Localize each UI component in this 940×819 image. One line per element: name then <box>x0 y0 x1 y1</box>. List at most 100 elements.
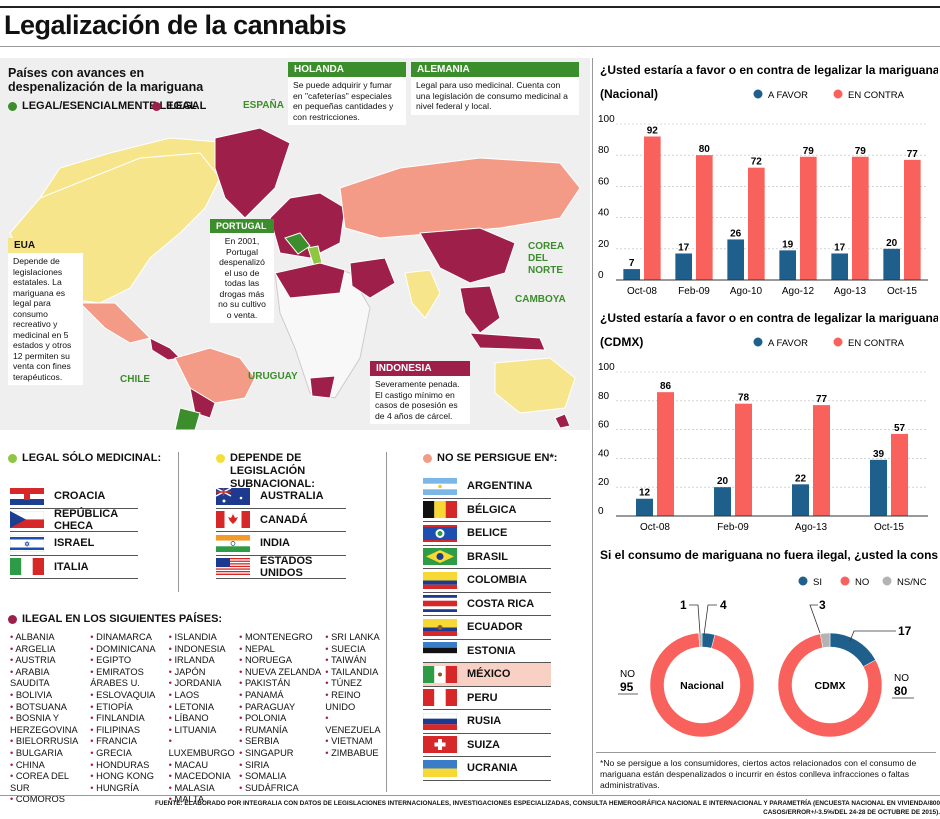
bar <box>831 253 848 280</box>
nopersigue-item: BRASIL <box>467 550 508 563</box>
source-rule <box>0 795 940 796</box>
data-label: 79 <box>803 146 815 157</box>
x-tick-label: Ago-12 <box>782 286 815 297</box>
callout-portugal-text: En 2001, Portugal despenalizó el uso de … <box>210 233 274 323</box>
ilegal-country: ESLOVAQUIA <box>90 690 166 702</box>
donut-cdmx: CDMX <box>777 632 883 738</box>
callout-holanda-text: Se puede adquirir y fumar en "cafeterías… <box>288 77 406 125</box>
data-label: 7 <box>629 258 635 269</box>
ilegal-country: DINAMARCA <box>90 632 166 644</box>
croatia-flag-icon <box>10 487 44 505</box>
donut-center-label: CDMX <box>815 680 846 692</box>
ilegal-country: COREA DEL SUR <box>10 771 88 794</box>
data-label: 19 <box>782 239 794 250</box>
ilegal-country: BOSNIA Y HERZEGOVINA <box>10 713 88 736</box>
callout-portugal: PORTUGAL En 2001, Portugal despenalizó e… <box>210 219 274 323</box>
bar <box>727 239 744 280</box>
data-label: 22 <box>795 473 807 484</box>
ilegal-heading: ILEGAL EN LOS SIGUIENTES PAÍSES: <box>8 613 222 626</box>
map-europe-legal <box>284 232 311 255</box>
y-tick-label: 20 <box>598 477 610 488</box>
x-tick-label: Ago-13 <box>834 286 867 297</box>
callout-eua: EUA Depende de legislaciones estatales. … <box>8 238 83 385</box>
ilegal-country: MALTA <box>169 794 238 806</box>
bar <box>696 155 713 280</box>
nopersigue-item: RUSIA <box>467 715 502 728</box>
footnote-rule <box>596 752 936 753</box>
medicinal-heading-text: LEGAL SÓLO MEDICINAL: <box>22 452 162 464</box>
bar <box>792 484 809 516</box>
bar <box>852 156 869 280</box>
x-tick-label: Feb-09 <box>717 522 749 533</box>
chart-cdmx: ¿Usted estaría a favor o en contra de le… <box>598 311 938 533</box>
ilegal-country: SIRIA <box>239 760 323 772</box>
bar <box>779 250 796 280</box>
chart-column-divider <box>592 58 593 794</box>
list-item: ✡ ISRAEL <box>10 532 138 556</box>
ilegal-country: POLONIA <box>239 713 323 725</box>
bar <box>800 156 817 280</box>
australia-flag-icon <box>216 487 250 505</box>
data-label: 57 <box>894 423 906 434</box>
list-item: COSTA RICA <box>423 593 551 616</box>
y-tick-label: 40 <box>598 208 610 219</box>
y-tick-label: 20 <box>598 239 610 250</box>
data-label: 72 <box>751 157 763 168</box>
donut-no-label: NO <box>894 673 909 684</box>
list-item: ARGENTINA <box>423 475 551 499</box>
ilegal-country: LITUANIA <box>169 725 238 737</box>
svg-text:✡: ✡ <box>24 540 30 548</box>
nopersigue-item: ECUADOR <box>467 621 523 634</box>
chart-nacional: ¿Usted estaría a favor o en contra de le… <box>598 63 938 297</box>
bar <box>891 433 908 516</box>
colombia-flag-icon <box>423 571 457 589</box>
chart-title: Si el consumo de mariguana no fuera ileg… <box>600 548 938 562</box>
x-tick-label: Feb-09 <box>678 286 710 297</box>
map-seasia <box>459 285 501 334</box>
ilegal-country: FRANCIA <box>90 736 166 748</box>
italy-flag-icon <box>10 558 44 576</box>
callout-alemania-title: ALEMANIA <box>411 62 579 77</box>
ilegal-country: LAOS <box>169 690 238 702</box>
nopersigue-item: ARGENTINA <box>467 480 533 493</box>
chart-title: ¿Usted estaría a favor o en contra de le… <box>600 311 938 325</box>
x-tick-label: Ago-13 <box>795 522 828 533</box>
ukraine-flag-icon <box>423 759 457 777</box>
ilegal-country: VENEZUELA <box>325 713 382 736</box>
x-tick-label: Oct-08 <box>627 286 657 297</box>
map-italy <box>307 245 323 267</box>
mexico-flag-icon <box>423 665 457 683</box>
callout-holanda-title: HOLANDA <box>288 62 406 77</box>
canada-flag-icon <box>216 511 250 529</box>
legend-label: SI <box>813 577 822 588</box>
bar <box>748 167 765 280</box>
map-russia <box>339 157 581 239</box>
ecuador-flag-icon <box>423 618 457 636</box>
callout-alemania: ALEMANIA Legal para uso medicinal. Cuent… <box>411 62 579 115</box>
world-map <box>9 127 581 430</box>
legend-swatch <box>753 337 763 347</box>
y-tick-label: 100 <box>598 114 615 125</box>
ilegal-country: EMIRATOS ÁRABES U. <box>90 667 166 690</box>
bar <box>675 253 692 280</box>
ilegal-country: ETIOPÍA <box>90 702 166 714</box>
subnacional-item: CANADÁ <box>260 513 308 526</box>
nopersigue-item: MÉXICO <box>467 668 511 681</box>
footnote: *No se persigue a los consumidores, cier… <box>600 758 917 790</box>
y-tick-label: 0 <box>598 270 604 281</box>
label-uruguay: URUGUAY <box>248 371 298 382</box>
ilegal-country: COMOROS <box>10 794 88 806</box>
map-bolivia <box>189 386 216 419</box>
illegal-legend-swatch <box>152 101 161 111</box>
ilegal-country: TAIWÁN <box>325 655 382 667</box>
ilegal-country: IRLANDA <box>169 655 238 667</box>
data-label: 20 <box>886 238 898 249</box>
ilegal-country: ALBANIA <box>10 632 88 644</box>
list-item: AUSTRALIA <box>216 485 346 509</box>
list-item: ITALIA <box>10 556 138 579</box>
ilegal-country: LETONIA <box>169 702 238 714</box>
bar <box>636 498 653 516</box>
label-chile: CHILE <box>120 374 150 385</box>
medicinal-item: REPÚBLICA CHECA <box>54 507 118 532</box>
ilegal-country: EGIPTO <box>90 655 166 667</box>
